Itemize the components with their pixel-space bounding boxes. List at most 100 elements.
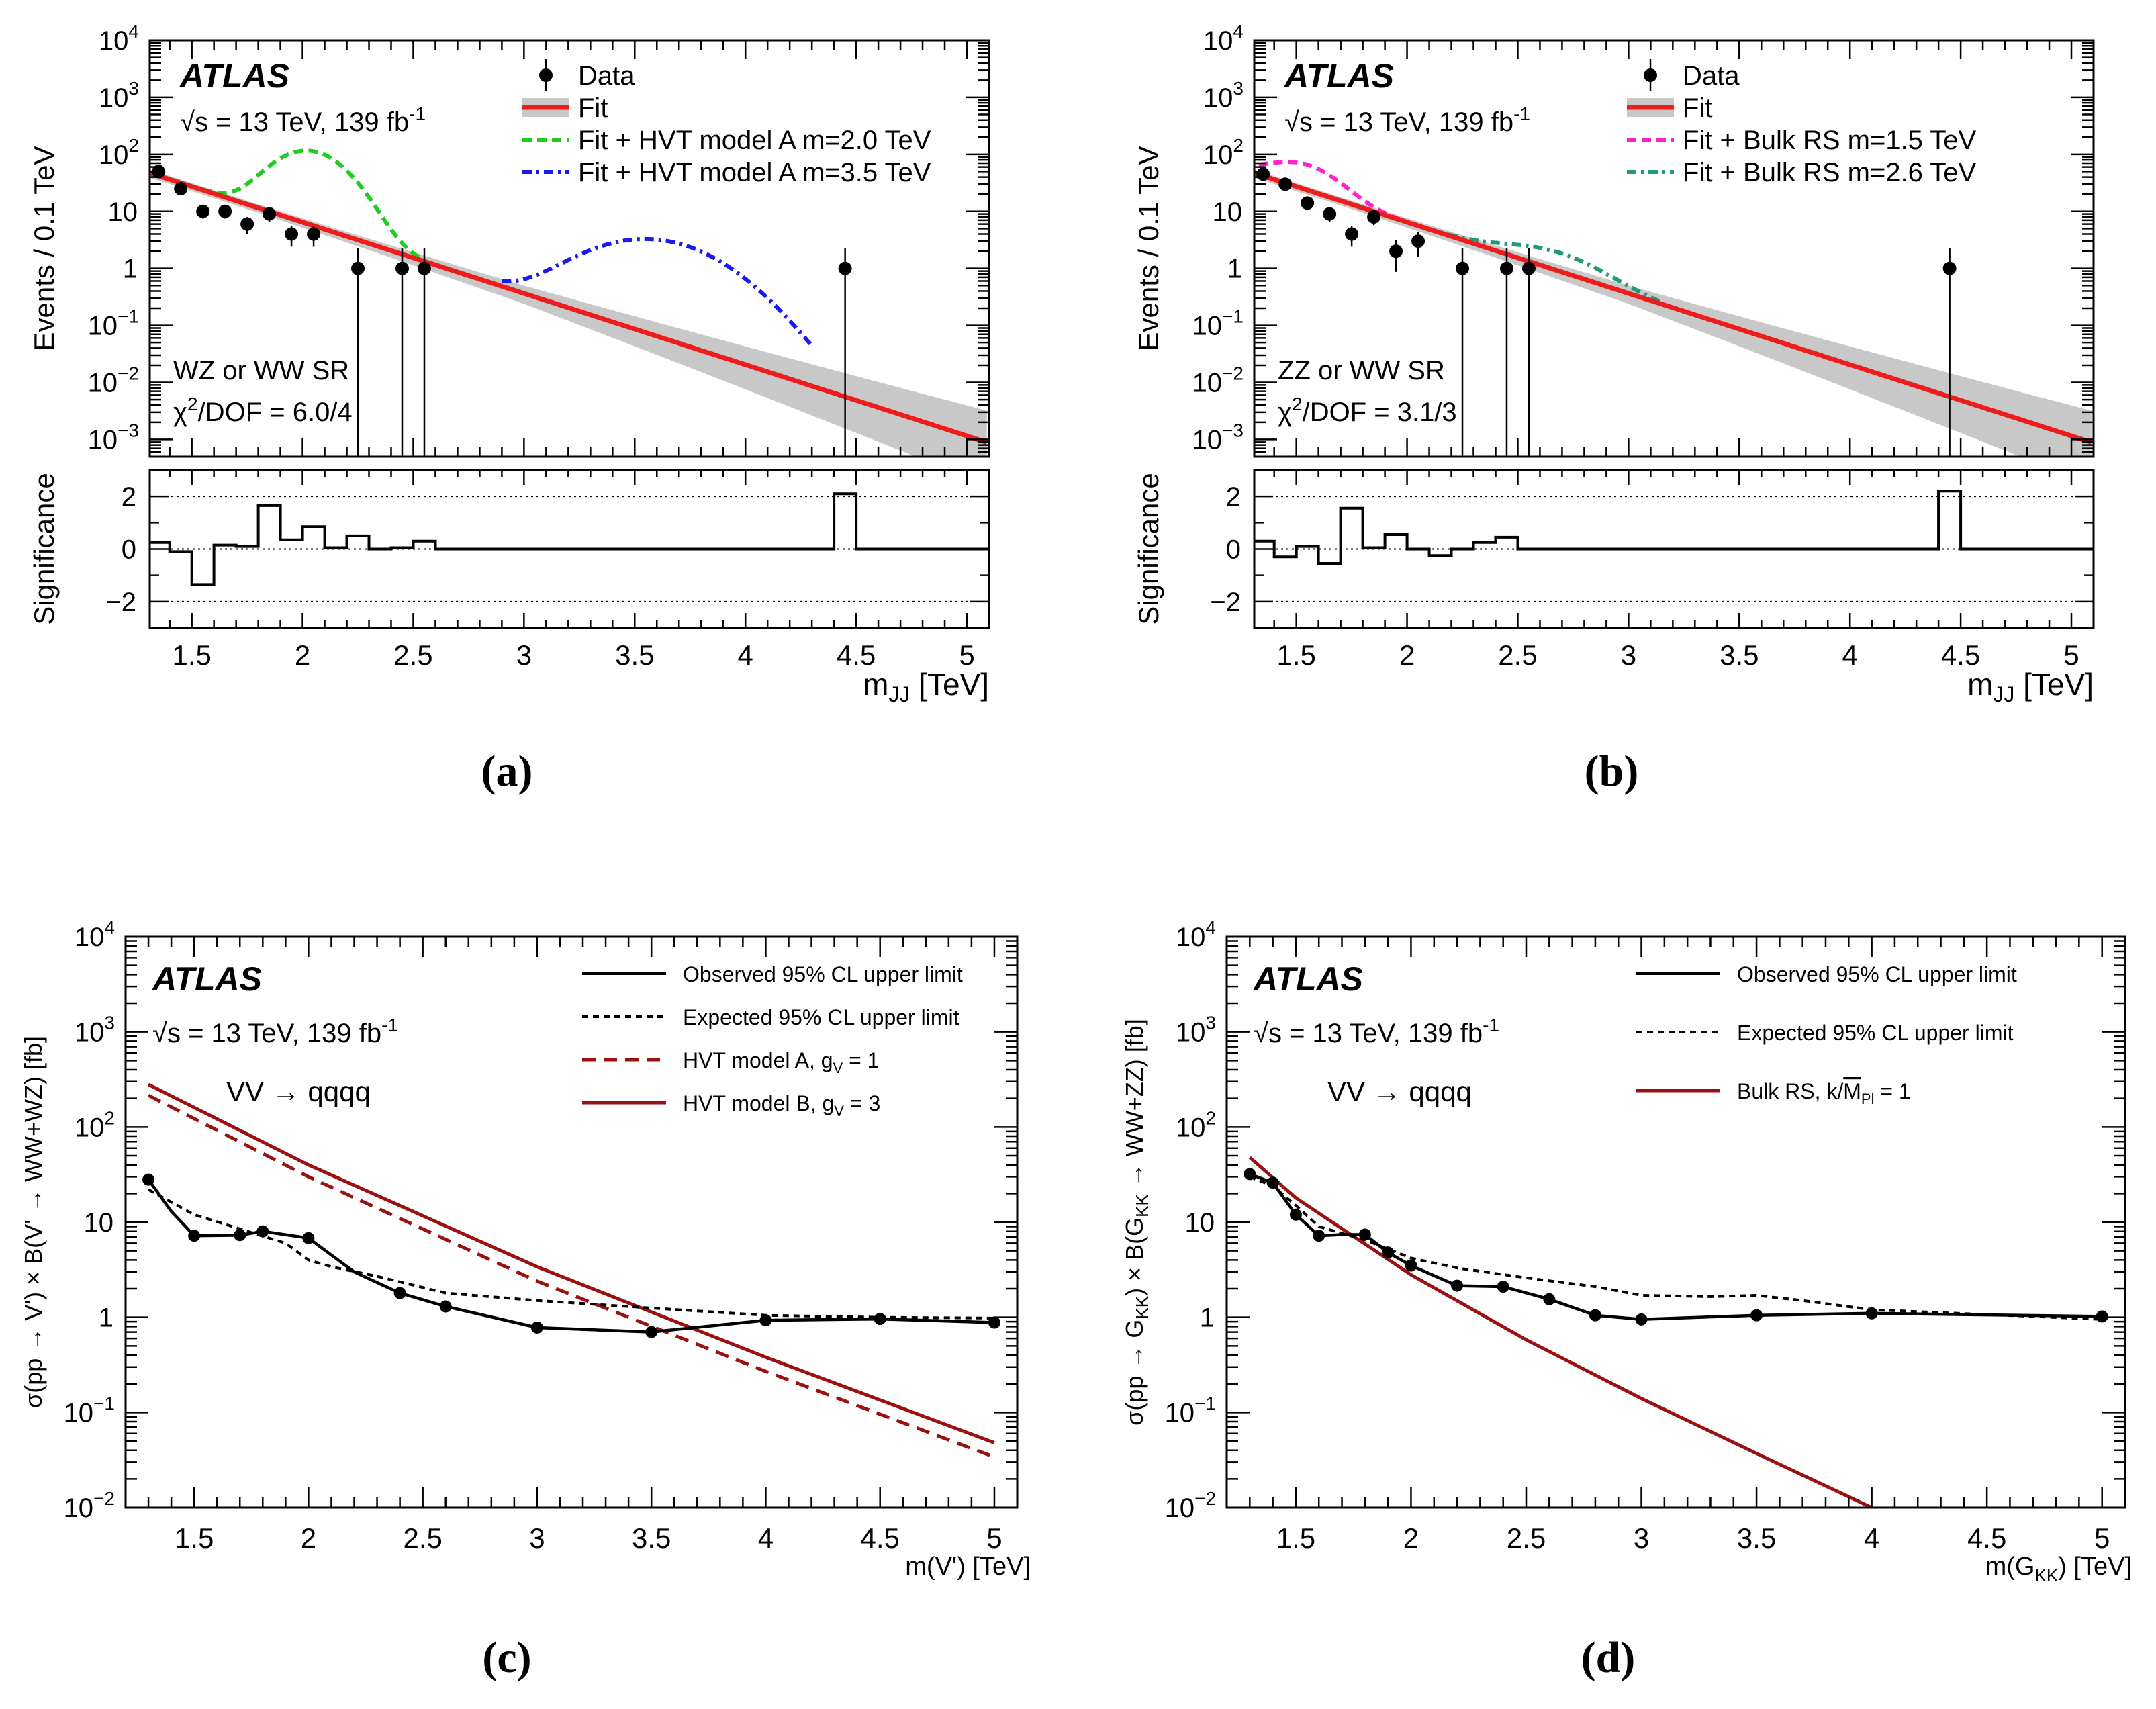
panel-caption: (b) — [1585, 747, 1639, 796]
x-tick-label: 1.5 — [175, 1522, 214, 1554]
chi2-label: χ2/DOF = 6.0/4 — [173, 394, 353, 427]
panel-caption: (c) — [482, 1633, 531, 1682]
legend-text: Expected 95% CL upper limit — [1737, 1021, 2014, 1045]
y-tick-base: 10 — [1176, 923, 1206, 952]
y-axis-label: Events / 0.1 TeV — [1133, 146, 1164, 351]
chi2-label: χ2/DOF = 3.1/3 — [1278, 394, 1457, 427]
observed-marker — [1865, 1307, 1878, 1320]
x-tick-label: 2.5 — [403, 1522, 442, 1554]
atlas-label: ATLAS — [179, 57, 289, 95]
sig-axis-label: Significance — [1133, 473, 1164, 625]
legend-label: Bulk RS, k/MPl = 1 — [1737, 1079, 1911, 1107]
observed-marker — [1358, 1228, 1371, 1241]
y-tick-label: 104 — [99, 21, 139, 56]
x-tick-label: 4.5 — [1941, 639, 1980, 671]
data-point — [1345, 227, 1359, 241]
main-frame — [148, 39, 990, 458]
energy-label: √s = 13 TeV, 139 fb-1 — [1284, 103, 1530, 137]
observed-marker — [234, 1229, 246, 1242]
data-point — [417, 261, 431, 275]
y-tick-base: 10 — [1192, 369, 1223, 398]
y-axis-label: Events / 0.1 TeV — [28, 146, 60, 351]
expected-limit-line — [148, 1188, 994, 1320]
y-tick-exp: 3 — [128, 78, 139, 99]
plot-area — [1254, 159, 2092, 457]
observed-marker — [2096, 1310, 2108, 1323]
data-point — [1521, 261, 1536, 275]
observed-marker — [1635, 1313, 1648, 1326]
data-point — [1278, 177, 1293, 191]
observed-marker — [1244, 1168, 1256, 1181]
chi2-sup: 2 — [187, 394, 198, 414]
x-tick-label: 3 — [529, 1522, 545, 1554]
x-label-main: m — [1967, 667, 1993, 702]
observed-marker — [1589, 1309, 1601, 1322]
x-tick-label: 5 — [959, 639, 974, 671]
y-tick-exp: 2 — [128, 135, 139, 156]
y-tick-exp: −2 — [118, 363, 139, 384]
x-tick-label: 4 — [758, 1522, 774, 1554]
y-tick-base: 10 — [1165, 1493, 1195, 1523]
y-tick-exp: −2 — [1222, 363, 1244, 384]
observed-marker — [988, 1316, 1000, 1329]
y-tick-exp: −3 — [118, 420, 139, 441]
data-point — [1367, 210, 1381, 224]
y-tick-label: 103 — [99, 78, 139, 113]
legend-label: Fit + HVT model A m=2.0 TeV — [578, 126, 931, 155]
data-point — [395, 261, 409, 275]
y-tick-exp: −2 — [93, 1488, 115, 1509]
y-tick-label: 10−3 — [1192, 420, 1244, 455]
observed-marker — [874, 1313, 886, 1326]
y-tick-label: 10 — [84, 1208, 114, 1238]
observed-marker — [142, 1173, 155, 1186]
data-point — [240, 217, 254, 231]
sig-histogram — [150, 492, 989, 586]
observed-marker — [1405, 1259, 1417, 1272]
legend-marker-data — [1644, 68, 1657, 82]
y-tick-label: 103 — [75, 1013, 115, 1048]
x-tick-label: 4 — [1842, 639, 1858, 671]
y-tick-base: 10 — [99, 26, 129, 56]
x-tick-label: 4.5 — [837, 639, 876, 671]
data-point — [1389, 244, 1403, 259]
data-point — [351, 261, 365, 275]
y-tick-exp: −1 — [93, 1393, 115, 1414]
chi2-sup: 2 — [1292, 394, 1303, 414]
x-label-main: m — [863, 667, 888, 702]
y-tick-base: 10 — [75, 1113, 105, 1142]
y-tick-base: 10 — [88, 312, 118, 341]
y-tick-base: 10 — [1192, 312, 1223, 341]
plot-area — [1244, 1156, 2108, 1508]
legend-label: Data — [578, 61, 635, 91]
legend-text: Bulk RS, k/ — [1737, 1079, 1843, 1103]
plot-area — [150, 148, 988, 457]
process-label: VV → qqqq — [226, 1076, 371, 1107]
x-label-unit: [TeV] — [910, 667, 989, 702]
x-tick-label: 3 — [1634, 1522, 1649, 1554]
x-label-sub: JJ — [888, 682, 910, 706]
sig-y-tick-label: 2 — [1226, 482, 1241, 512]
y-tick-label: 1 — [99, 1303, 113, 1333]
y-label-part: σ(pp → G — [1121, 1320, 1148, 1426]
observed-limit-line — [147, 1179, 994, 1334]
y-tick-exp: 4 — [1233, 21, 1244, 42]
y-tick-exp: −1 — [1194, 1393, 1216, 1414]
y-label-part: ) × B(G — [1121, 1217, 1148, 1296]
atlas-label: ATLAS — [1283, 57, 1394, 95]
legend-label: Fit + Bulk RS m=1.5 TeV — [1683, 126, 1977, 155]
region-label: ZZ or WW SR — [1278, 356, 1445, 385]
x-tick-label: 5 — [986, 1522, 1002, 1554]
x-label-text: m(V') [TeV] — [905, 1553, 1031, 1581]
observed-marker — [645, 1326, 658, 1338]
y-tick-exp: 2 — [1233, 135, 1244, 156]
x-tick-label: 3.5 — [1737, 1522, 1776, 1554]
x-tick-label: 4 — [1864, 1522, 1879, 1554]
x-tick-label: 4 — [738, 639, 753, 671]
data-point — [196, 204, 210, 218]
x-tick-label: 4.5 — [1967, 1522, 2006, 1554]
data-point — [174, 181, 188, 195]
y-tick-exp: 3 — [1233, 78, 1244, 99]
